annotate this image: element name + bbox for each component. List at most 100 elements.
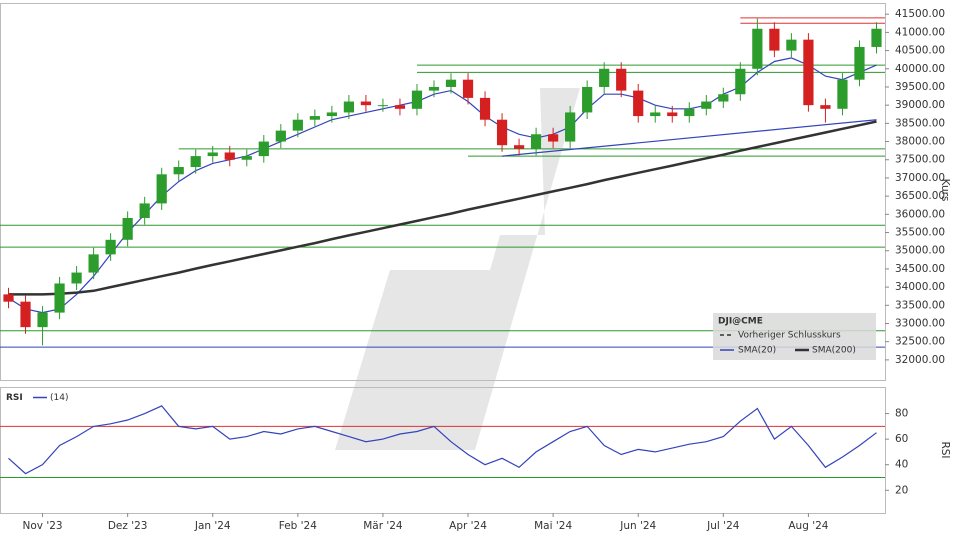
candle-body bbox=[360, 101, 372, 106]
candle-body bbox=[139, 203, 150, 218]
candle-body bbox=[565, 112, 576, 142]
candle-body bbox=[769, 28, 780, 51]
y-tick-label: 35500.00 bbox=[895, 227, 945, 239]
candle-body bbox=[616, 68, 627, 91]
candle-body bbox=[871, 28, 882, 47]
candle-body bbox=[462, 79, 474, 98]
y-tick-label: 32000.00 bbox=[895, 354, 945, 366]
rsi-title: RSI bbox=[6, 393, 23, 403]
candle-body bbox=[309, 116, 320, 120]
candle-body bbox=[54, 283, 65, 313]
y-axis-title: Kurs bbox=[939, 179, 951, 202]
candle-body bbox=[582, 86, 593, 113]
rsi-panel bbox=[0, 387, 886, 514]
y-tick-label: 60 bbox=[895, 433, 908, 445]
series-line bbox=[8, 405, 877, 475]
candle-body bbox=[548, 134, 559, 142]
y-tick-label: 34000.00 bbox=[895, 281, 945, 293]
x-tick-label: Jan '24 bbox=[194, 520, 231, 532]
candle-body bbox=[207, 152, 218, 157]
candle-body bbox=[803, 39, 814, 106]
legend-box bbox=[713, 313, 876, 360]
candle-body bbox=[258, 141, 269, 157]
x-tick-label: Mär '24 bbox=[363, 520, 403, 532]
legend-label: SMA(20) bbox=[738, 346, 776, 356]
candle-body bbox=[650, 112, 661, 117]
legend-label: Vorheriger Schlusskurs bbox=[738, 331, 841, 341]
y-tick-label: 38500.00 bbox=[895, 117, 945, 129]
candle-body bbox=[718, 94, 729, 102]
candle-body bbox=[241, 156, 252, 160]
candle-body bbox=[735, 68, 746, 95]
y-tick-label: 32500.00 bbox=[895, 336, 945, 348]
y-tick-label: 33500.00 bbox=[895, 299, 945, 311]
y-tick-label: 41000.00 bbox=[895, 26, 945, 38]
candle-body bbox=[684, 108, 695, 117]
y-tick-label: 36000.00 bbox=[895, 208, 945, 220]
x-tick-label: Nov '23 bbox=[23, 520, 63, 532]
x-tick-label: Mai '24 bbox=[534, 520, 572, 532]
candle-body bbox=[173, 167, 184, 175]
y-tick-label: 37500.00 bbox=[895, 154, 945, 166]
candle-body bbox=[701, 101, 712, 109]
series-line bbox=[8, 57, 877, 314]
candle-body bbox=[820, 105, 831, 109]
candle-body bbox=[411, 90, 423, 109]
candle-body bbox=[190, 156, 201, 168]
price-panel bbox=[0, 3, 886, 381]
x-tick-label: Aug '24 bbox=[788, 520, 828, 532]
candle-body bbox=[633, 90, 644, 117]
candle-body bbox=[37, 312, 48, 328]
candle-body bbox=[513, 145, 525, 149]
y-tick-label: 35000.00 bbox=[895, 245, 945, 257]
series-line bbox=[8, 120, 877, 296]
candle-body bbox=[837, 79, 848, 109]
y-tick-label: 37000.00 bbox=[895, 172, 945, 184]
rsi-legend: RSI (14) bbox=[2, 390, 80, 404]
x-tick-label: Apr '24 bbox=[449, 520, 487, 532]
candle-body bbox=[479, 97, 491, 120]
y-tick-label: 40 bbox=[895, 459, 908, 471]
y-tick-label: 39000.00 bbox=[895, 99, 945, 111]
candle-body bbox=[752, 28, 763, 69]
y-tick-label: 40000.00 bbox=[895, 63, 945, 75]
candle-body bbox=[275, 130, 286, 142]
candle-body bbox=[786, 39, 797, 51]
x-tick-label: Dez '23 bbox=[108, 520, 148, 532]
y-tick-label: 80 bbox=[895, 408, 908, 420]
candle-body bbox=[428, 86, 440, 91]
candle-body bbox=[122, 217, 133, 240]
candle-body bbox=[20, 301, 31, 328]
y-tick-label: 40500.00 bbox=[895, 45, 945, 57]
candle-body bbox=[105, 239, 116, 255]
candle-body bbox=[445, 79, 457, 87]
candle-body bbox=[854, 46, 865, 80]
candle-body bbox=[343, 101, 354, 113]
candle-body bbox=[667, 112, 678, 117]
watermark bbox=[335, 88, 580, 450]
candle-body bbox=[292, 119, 303, 131]
candle-body bbox=[496, 119, 508, 146]
x-tick-label: Jun '24 bbox=[619, 520, 656, 532]
trend-line bbox=[502, 119, 877, 157]
candle-body bbox=[394, 105, 406, 109]
y-tick-label: 34500.00 bbox=[895, 263, 945, 275]
candle-body bbox=[326, 112, 337, 117]
candle-body bbox=[224, 152, 235, 160]
y-tick-label: 20 bbox=[895, 484, 908, 496]
candle-body bbox=[88, 254, 99, 273]
y-tick-label: 41500.00 bbox=[895, 8, 945, 20]
legend-label: SMA(200) bbox=[812, 346, 856, 356]
candle-body bbox=[3, 294, 14, 302]
y-tick-label: 39500.00 bbox=[895, 81, 945, 93]
y-tick-label: 33000.00 bbox=[895, 318, 945, 330]
x-tick-label: Feb '24 bbox=[279, 520, 317, 532]
x-tick-label: Jul '24 bbox=[706, 520, 740, 532]
candle-body bbox=[377, 105, 389, 107]
legend: DJI@CME Vorheriger Schlusskurs SMA(20) S… bbox=[713, 313, 876, 360]
candle-body bbox=[599, 68, 610, 87]
legend-label: (14) bbox=[50, 393, 68, 403]
candle-body bbox=[156, 174, 167, 204]
